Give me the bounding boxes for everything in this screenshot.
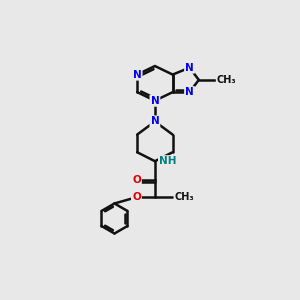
Text: N: N xyxy=(185,63,194,73)
Text: O: O xyxy=(132,175,141,185)
Text: N: N xyxy=(151,116,159,127)
Text: CH₃: CH₃ xyxy=(217,75,236,85)
Text: NH: NH xyxy=(159,156,177,166)
Text: O: O xyxy=(132,192,141,202)
Text: N: N xyxy=(151,96,159,106)
Text: N: N xyxy=(185,87,194,97)
Text: N: N xyxy=(133,70,142,80)
Text: CH₃: CH₃ xyxy=(175,192,194,202)
